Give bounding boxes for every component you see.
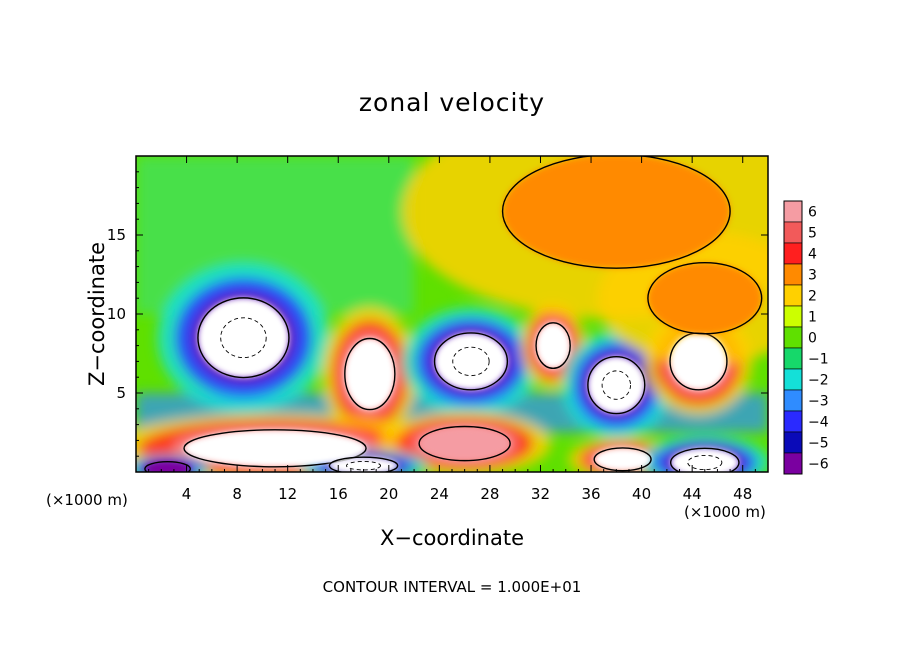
colorbar-swatch xyxy=(783,389,803,412)
y-axis: 5 10 15 xyxy=(107,171,768,457)
contour-line-7 xyxy=(418,425,511,462)
x-tick-label: 20 xyxy=(379,485,398,503)
colorbar-label: 1 xyxy=(808,310,817,326)
colorbar-label: 5 xyxy=(808,226,817,242)
field-feature-3-core xyxy=(536,322,571,369)
x-tick-label: 44 xyxy=(683,485,702,503)
colorbar-label: 4 xyxy=(808,247,817,263)
colorbar-swatch xyxy=(783,326,803,349)
contour-line-12 xyxy=(501,156,731,269)
contour-line-6 xyxy=(183,429,367,468)
y-axis-label: Z−coordinate xyxy=(85,242,109,386)
colorbar-label: 6 xyxy=(808,205,817,221)
contour-line-2 xyxy=(433,332,509,391)
chart-title: zonal velocity xyxy=(358,88,546,117)
x-tick-label: 12 xyxy=(278,485,297,503)
contour-line-8 xyxy=(593,447,652,472)
colorbar-swatch xyxy=(783,263,803,286)
colorbar-swatch xyxy=(783,410,803,433)
colorbar-swatch xyxy=(783,305,803,328)
colorbar-label: −4 xyxy=(808,415,829,431)
contour-dashed-0 xyxy=(220,317,267,359)
colorbar-swatch xyxy=(783,368,803,391)
colorbar-swatch xyxy=(783,452,803,475)
colorbar-label: −2 xyxy=(808,373,829,389)
colorbar-label: 2 xyxy=(808,289,817,305)
x-tick-label: 4 xyxy=(182,485,192,503)
x-unit-label-left: (×1000 m) xyxy=(46,491,128,509)
field-feature-7-core xyxy=(419,426,511,461)
field-feature-2-core xyxy=(434,332,508,390)
colorbar-frame xyxy=(783,200,803,475)
contour-line-0 xyxy=(197,297,290,379)
colorbar-swatch xyxy=(783,347,803,370)
x-unit-label-right: (×1000 m) xyxy=(684,503,766,521)
y-tick-label: 15 xyxy=(107,226,126,244)
contour-dashed-4 xyxy=(601,370,631,400)
colorbar: 6 5 4 3 2 1 0 −1 −2 −3 −4 −5 −6 xyxy=(783,200,829,475)
contour-line-13 xyxy=(647,261,763,335)
contour-dashed-2 xyxy=(452,346,490,377)
contour-dashed-9 xyxy=(346,460,382,471)
x-axis: 4 8 12 16 20 24 28 32 36 40 44 48 xyxy=(148,156,756,503)
x-tick-label: 32 xyxy=(531,485,550,503)
colorbar-swatch xyxy=(783,242,803,265)
velocity-field xyxy=(136,156,768,472)
field-feature-0-core xyxy=(197,297,289,378)
x-tick-label: 8 xyxy=(232,485,242,503)
x-tick-label: 40 xyxy=(632,485,651,503)
colorbar-label: −1 xyxy=(808,352,829,368)
contour-line-11 xyxy=(144,461,192,472)
contour-line-1 xyxy=(344,337,396,411)
colorbar-swatch xyxy=(783,200,803,223)
field-feature-9-core xyxy=(329,457,398,472)
contour-line-3 xyxy=(535,322,571,370)
x-tick-label: 36 xyxy=(581,485,600,503)
field-feature-5-core xyxy=(670,332,727,390)
colorbar-swatch xyxy=(783,221,803,244)
field-feature-11-core xyxy=(144,461,191,472)
colorbar-label: 3 xyxy=(808,268,817,284)
y-tick-label: 10 xyxy=(107,305,126,323)
contour-line-9 xyxy=(328,456,399,472)
x-tick-label: 28 xyxy=(480,485,499,503)
x-tick-label: 48 xyxy=(733,485,752,503)
x-axis-label: X−coordinate xyxy=(380,526,524,550)
field-feature-10-core xyxy=(670,448,739,472)
y-tick-label: 5 xyxy=(116,384,126,402)
contour-line-10 xyxy=(669,447,740,472)
field-feature-6-core xyxy=(184,429,367,467)
colorbar-swatch xyxy=(783,431,803,454)
colorbar-label: −3 xyxy=(808,394,829,410)
contour-dashed-10 xyxy=(687,454,723,471)
colorbar-label: −5 xyxy=(808,436,829,452)
field-feature-12-core xyxy=(502,156,731,269)
field-feature-1-core xyxy=(344,338,395,410)
colorbar-label: −6 xyxy=(808,457,829,473)
colorbar-swatch xyxy=(783,284,803,307)
contour-line-4 xyxy=(587,355,646,415)
x-tick-label: 24 xyxy=(430,485,449,503)
field-feature-4-core xyxy=(587,356,645,414)
contour-interval-note: CONTOUR INTERVAL = 1.000E+01 xyxy=(322,578,582,596)
field-feature-13-core xyxy=(647,262,762,334)
field-feature-8-core xyxy=(594,447,652,471)
x-tick-label: 16 xyxy=(329,485,348,503)
colorbar-label: 0 xyxy=(808,331,817,347)
